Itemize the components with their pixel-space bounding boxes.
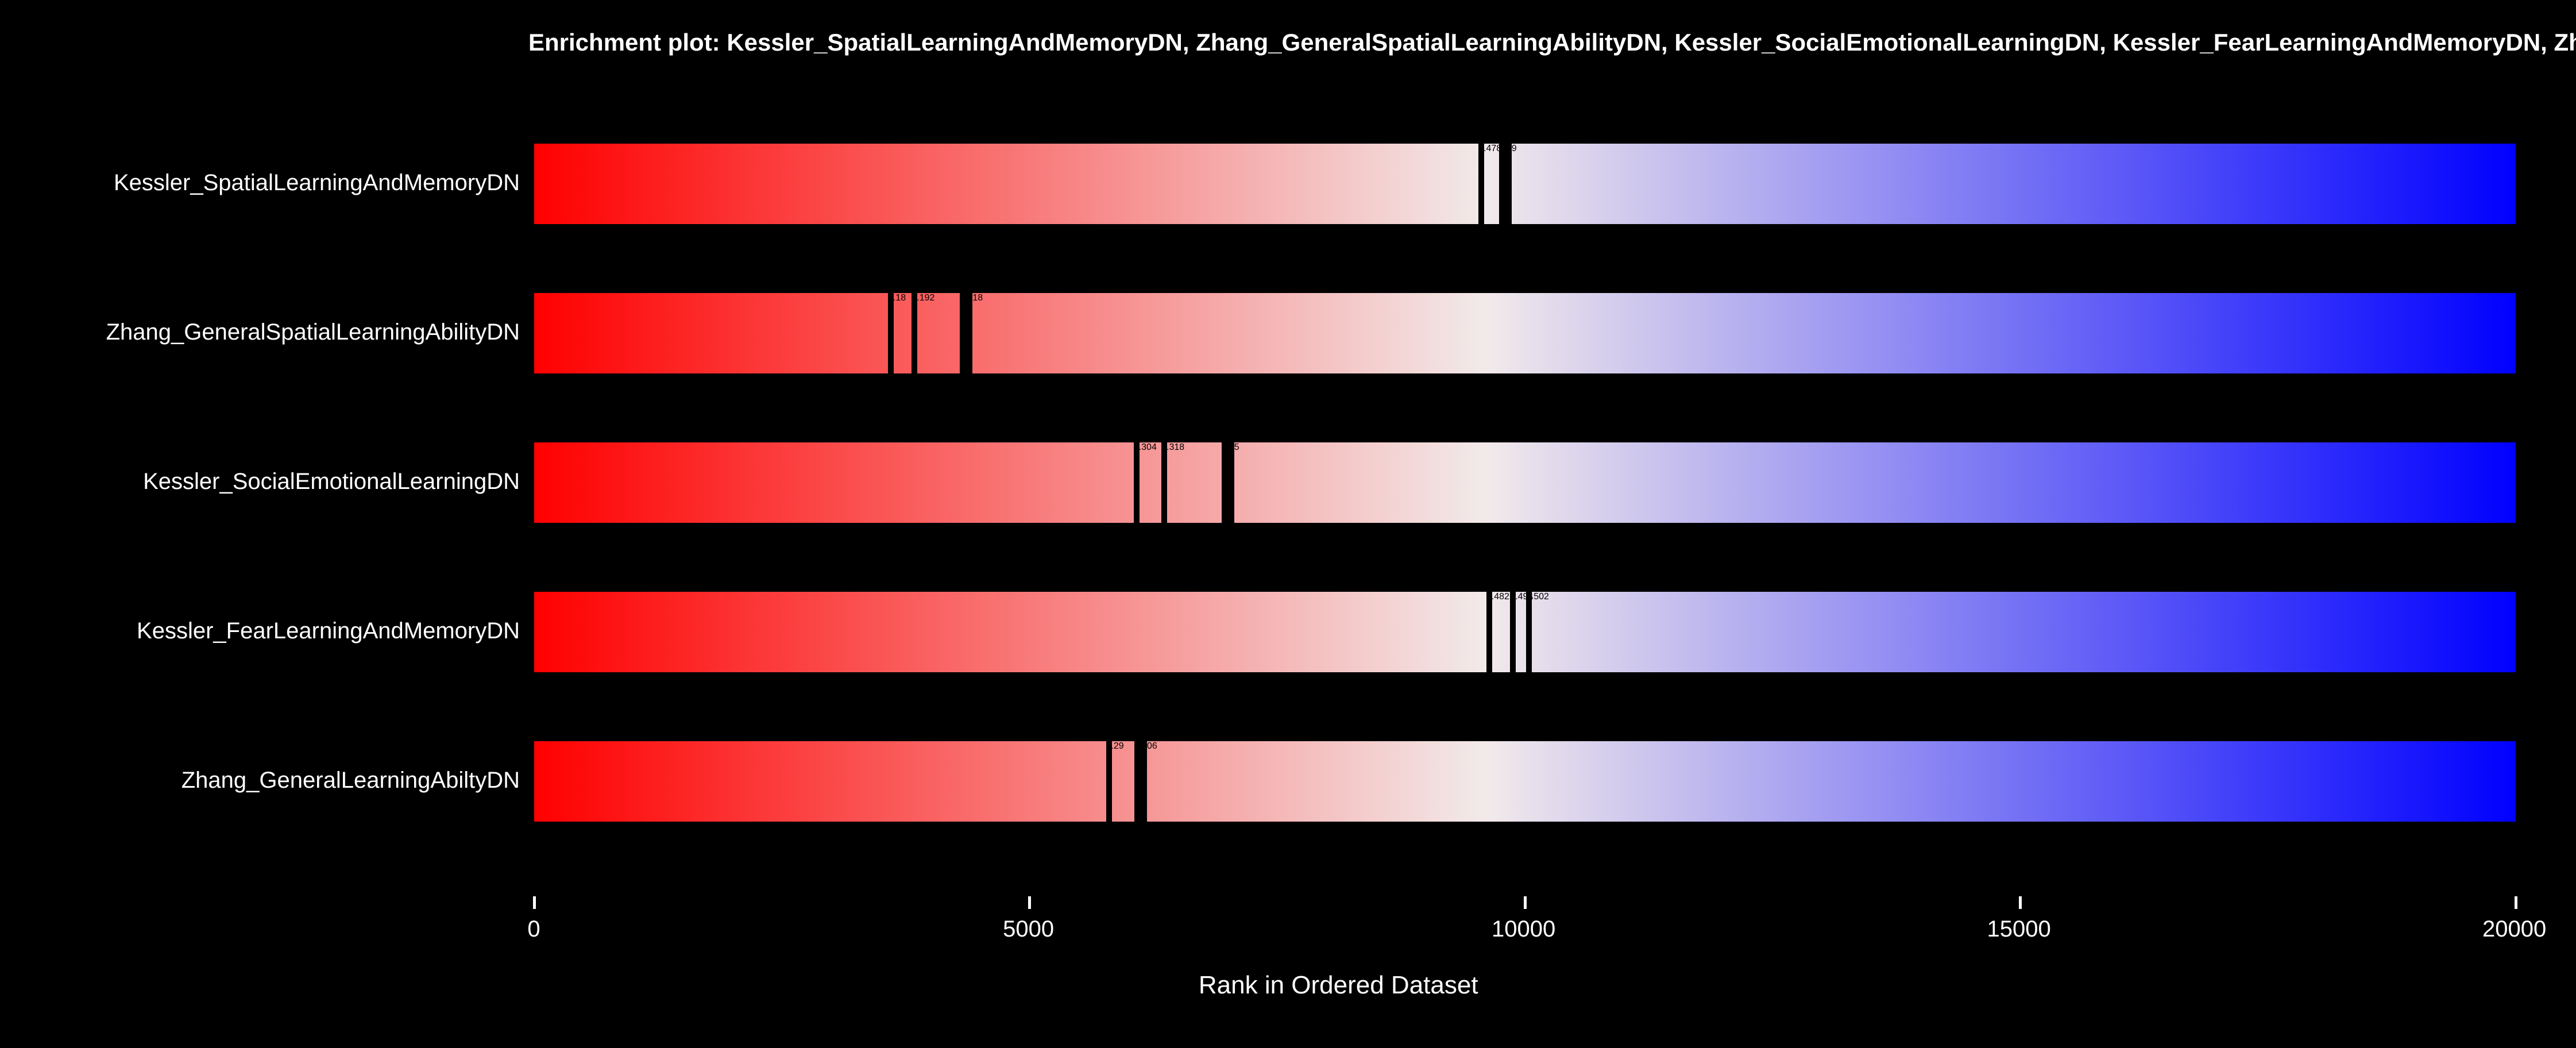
row-label: Kessler_SocialEmotionalLearningDN — [0, 469, 520, 495]
x-axis-tick-label: 20000 — [2482, 916, 2546, 942]
x-axis-tick-label: 15000 — [1987, 916, 2051, 942]
enrichment-mark: 0.478 — [1478, 144, 1484, 224]
row-label: Kessler_FearLearningAndMemoryDN — [0, 618, 520, 644]
gradient-bar — [534, 592, 2516, 672]
x-axis-tick — [533, 896, 536, 909]
x-axis-tick-label: 10000 — [1492, 916, 1555, 942]
x-axis-tick — [1028, 896, 1031, 909]
gradient-bar — [534, 741, 2516, 822]
enrichment-mark: 0.482 — [1486, 592, 1492, 672]
enrichment-mark: 0.318 — [1161, 442, 1167, 523]
x-axis-title: Rank in Ordered Dataset — [1199, 971, 1478, 1000]
x-axis-tick-label: 5000 — [1003, 916, 1054, 942]
gradient-bar — [534, 293, 2516, 373]
row-label: Zhang_GeneralLearningAbiltyDN — [0, 768, 520, 793]
enrichment-mark: 0.494 — [1510, 592, 1516, 672]
enrichment-mark: 0.306 — [1134, 741, 1147, 822]
enrichment-mark: 0.218 — [960, 293, 972, 373]
enrichment-mark: 0.192 — [912, 293, 917, 373]
enrichment-mark: 0.18 — [888, 293, 894, 373]
row-label: Kessler_SpatialLearningAndMemoryDN — [0, 170, 520, 196]
enrichment-mark: 0.502 — [1526, 592, 1532, 672]
enrichment-mark: 0.49 — [1499, 144, 1512, 224]
gradient-bar — [534, 442, 2516, 523]
chart-title: Enrichment plot: Kessler_SpatialLearning… — [528, 29, 2576, 56]
x-axis-tick — [1524, 896, 1527, 909]
enrichment-mark: 0.35 — [1222, 442, 1234, 523]
x-axis-tick — [2515, 896, 2517, 909]
enrichment-mark: 0.304 — [1134, 442, 1140, 523]
chart-stage: Enrichment plot: Kessler_SpatialLearning… — [0, 0, 2576, 1048]
x-axis-tick — [2019, 896, 2022, 909]
x-axis-tick-label: 0 — [527, 916, 540, 942]
enrichment-mark: 0.29 — [1106, 741, 1112, 822]
gradient-bar — [534, 144, 2516, 224]
row-label: Zhang_GeneralSpatialLearningAbilityDN — [0, 319, 520, 345]
